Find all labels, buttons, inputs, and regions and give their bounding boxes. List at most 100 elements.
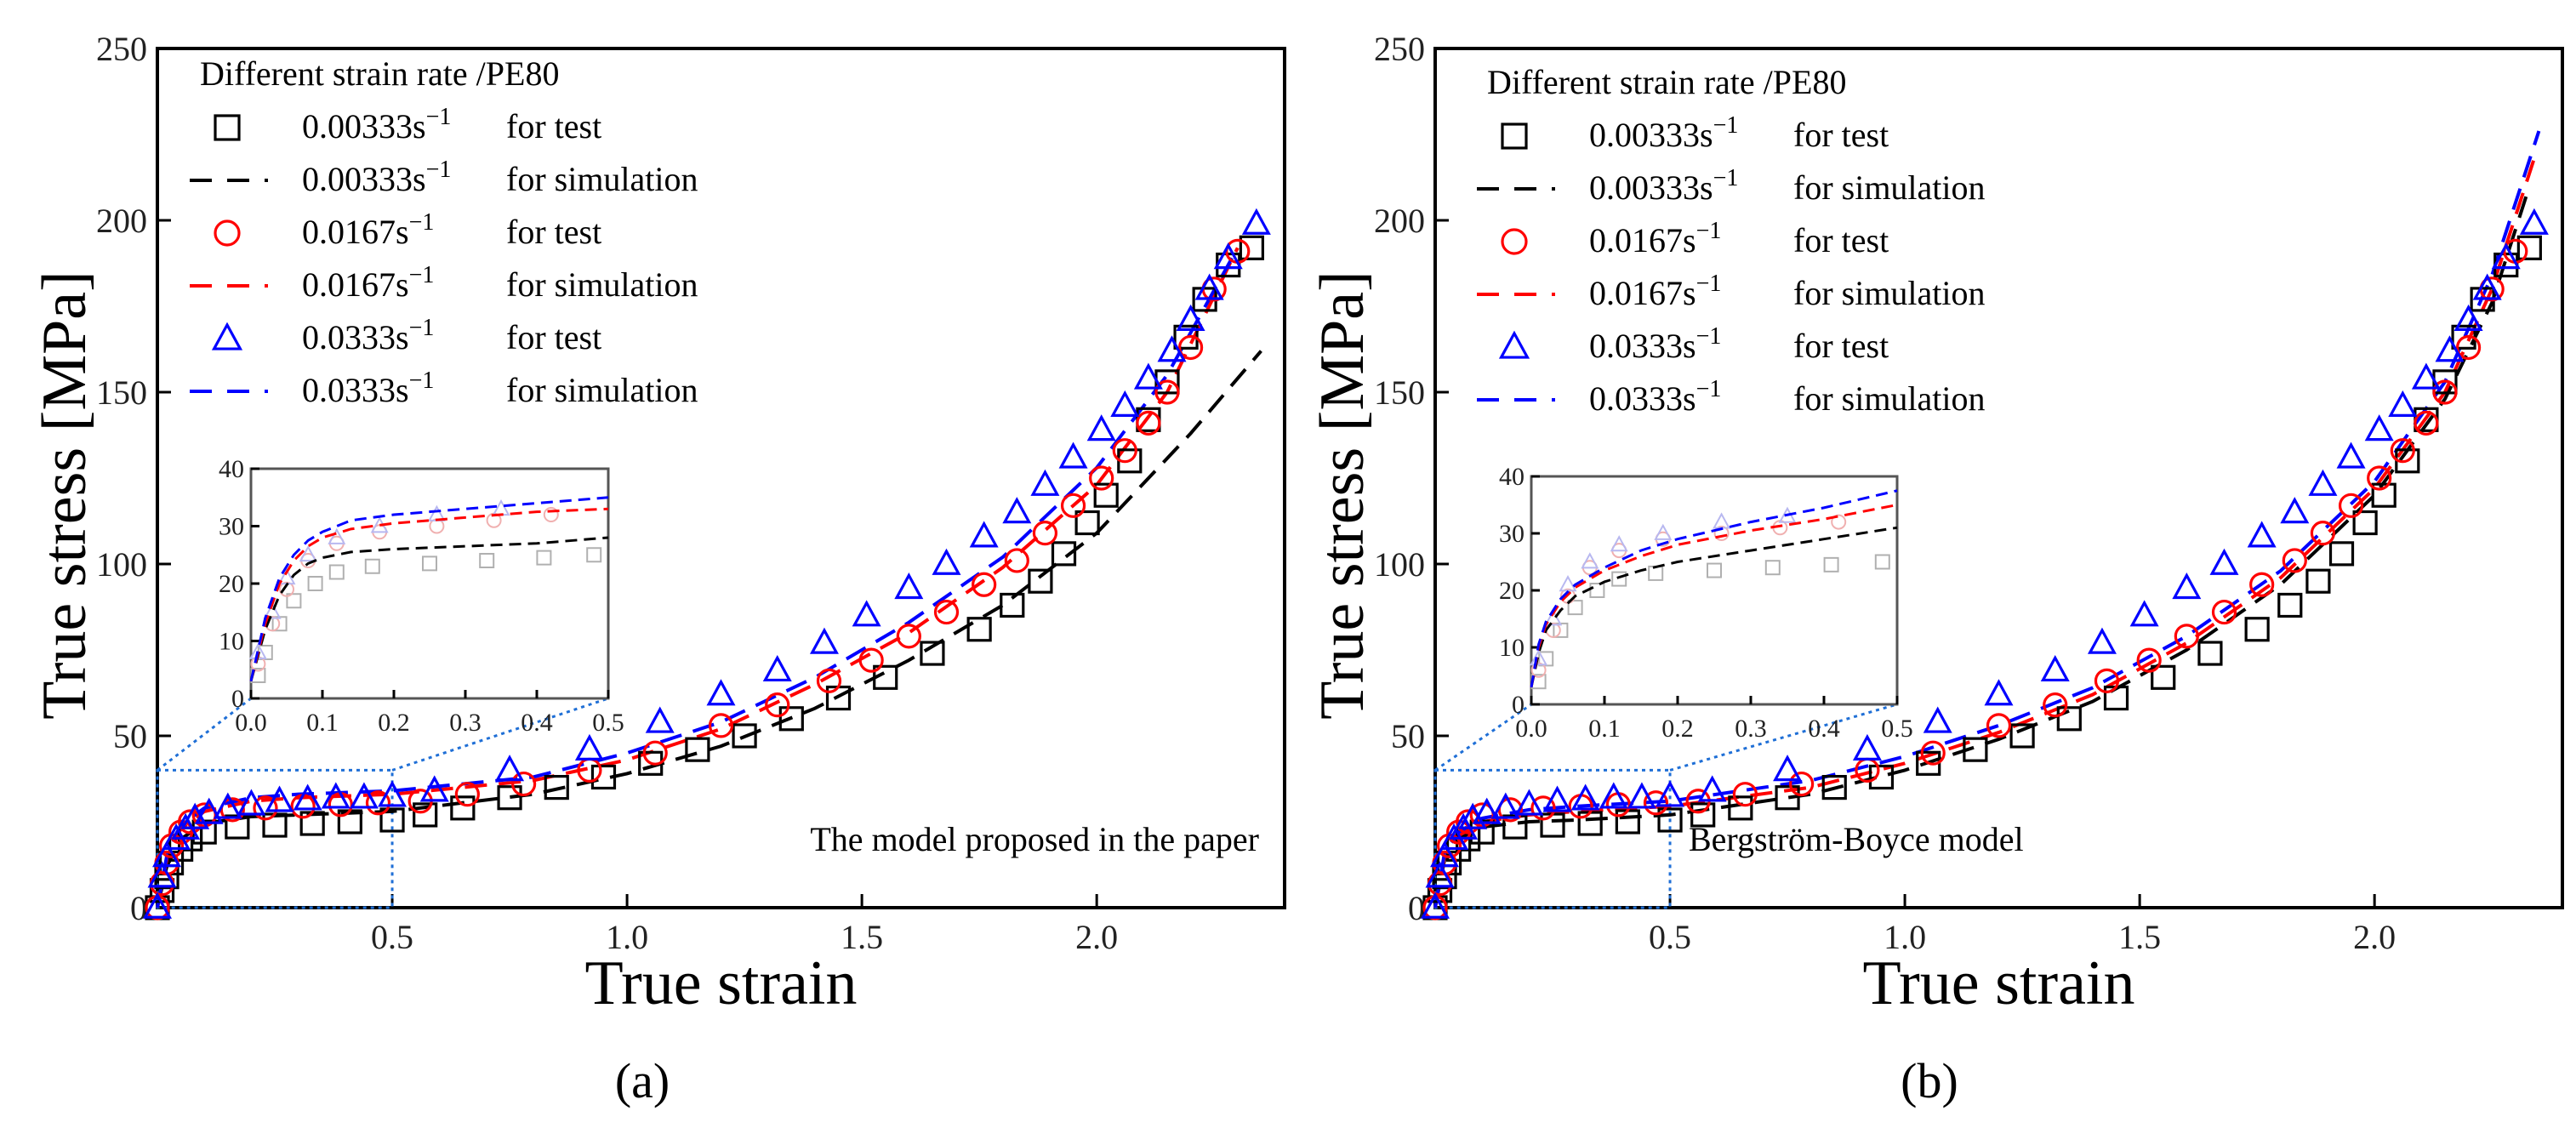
- test-point-triangle: [2435, 335, 2465, 362]
- model-annotation: Bergström-Boyce model: [1689, 820, 2024, 858]
- x-tick-label: 0.5: [1649, 918, 1691, 956]
- test-point-square: [1093, 482, 1119, 508]
- inset-x-tick-label: 0.4: [1808, 715, 1840, 743]
- legend-suffix: for test: [506, 213, 601, 251]
- test-point-square: [2371, 482, 2396, 508]
- test-point-triangle: [2453, 304, 2483, 331]
- test-point-triangle: [1421, 892, 1450, 919]
- inset-test-point-square: [328, 564, 345, 580]
- test-point-triangle: [2129, 600, 2159, 627]
- test-point-square: [1868, 764, 1895, 790]
- inset-test-point-triangle: [328, 527, 346, 544]
- test-point-triangle: [1514, 789, 1544, 816]
- test-point-triangle: [1542, 785, 1572, 812]
- inset-x-tick-label: 0.1: [306, 709, 339, 737]
- test-point-triangle: [894, 572, 924, 600]
- plot-frame: [1433, 47, 2564, 909]
- inset-chart: 0 10 20 30 40 0.0 0.1 0.2 0.3 0.4 0.5: [1499, 463, 1913, 743]
- test-point-square: [544, 774, 569, 800]
- test-point-triangle: [2172, 572, 2202, 600]
- test-point-triangle: [2308, 469, 2338, 496]
- test-point-triangle: [2247, 521, 2277, 548]
- legend-entry: 0.0333s−1 for simulation: [302, 367, 698, 409]
- test-point-triangle: [969, 521, 999, 548]
- test-point-circle: [1643, 790, 1669, 816]
- test-point-circle: [454, 782, 480, 807]
- inset-test-point-circle: [1831, 514, 1847, 530]
- legend-rate: 0.00333s: [1589, 116, 1713, 154]
- inset-y-tick-label: 0: [231, 685, 244, 713]
- test-point-circle: [2136, 647, 2162, 673]
- test-point-triangle: [1570, 783, 1600, 811]
- inset-test-point-triangle: [1581, 552, 1599, 569]
- test-point-square: [497, 785, 522, 811]
- test-point-triangle: [419, 775, 449, 802]
- y-tick-label: 100: [1374, 545, 1425, 584]
- test-point-circle: [896, 624, 921, 649]
- inset-y-tick-label: 40: [219, 455, 244, 483]
- x-axis-title: True strain: [1863, 949, 2135, 1018]
- inset-test-point-circle: [1530, 662, 1547, 678]
- panel-label: (a): [615, 1053, 670, 1108]
- test-point-triangle: [321, 782, 350, 809]
- inset-test-point-square: [1538, 651, 1554, 667]
- legend-marker-circle: [214, 219, 241, 247]
- test-point-square: [262, 812, 288, 838]
- test-point-triangle: [1241, 208, 1271, 235]
- legend-rate: 0.0333s: [302, 318, 409, 356]
- y-tick-label: 50: [1391, 717, 1425, 755]
- legend-suffix: for simulation: [1793, 379, 1986, 418]
- legend-rate: 0.00333s: [1589, 168, 1713, 207]
- test-point-circle: [1986, 713, 2012, 738]
- test-point-circle: [2338, 493, 2364, 518]
- inset-test-point-square: [1567, 600, 1583, 616]
- test-point-circle: [765, 692, 790, 718]
- test-point-triangle: [495, 755, 525, 782]
- test-point-triangle: [1472, 797, 1502, 824]
- test-point-triangle: [1430, 840, 1460, 868]
- inset-y-tick-label: 30: [1499, 520, 1525, 548]
- legend-title: Different strain rate /PE80: [1487, 63, 1846, 101]
- test-point-circle: [816, 668, 842, 693]
- test-point-square: [1074, 510, 1100, 536]
- test-point-triangle: [762, 654, 792, 682]
- legend-rate: 0.00333s: [302, 107, 426, 145]
- y-tick-label: 0: [130, 889, 147, 927]
- test-point-square: [685, 737, 710, 762]
- test-point-square: [732, 723, 757, 749]
- legend-suffix: for simulation: [1793, 168, 1986, 207]
- test-point-triangle: [2336, 442, 2366, 469]
- legend-marker-triangle: [211, 322, 243, 350]
- test-point-circle: [1920, 740, 1946, 766]
- legend-rate: 0.0167s: [302, 213, 409, 251]
- test-point-square: [2244, 617, 2270, 642]
- inset-y-tick-label: 20: [219, 570, 244, 598]
- test-point-square: [1775, 785, 1800, 811]
- test-point-circle: [2455, 334, 2482, 361]
- test-point-square: [1657, 807, 1683, 833]
- simulation-line-1: [156, 247, 1240, 909]
- y-tick-label: 200: [96, 202, 147, 240]
- inset-simulation-line-0: [1530, 526, 1898, 688]
- test-point-square: [2056, 706, 2082, 732]
- test-point-triangle: [809, 627, 839, 654]
- test-point-circle: [2043, 692, 2068, 718]
- test-point-triangle: [1157, 335, 1187, 362]
- legend-suffix: for test: [1793, 116, 1889, 154]
- inset-test-point-triangle: [299, 544, 317, 562]
- legend-entry: 0.0167s−1 for test: [1589, 218, 1889, 259]
- test-point-circle: [1112, 438, 1137, 464]
- test-point-triangle: [2087, 627, 2117, 654]
- test-point-triangle: [349, 782, 379, 809]
- legend-rate: 0.0333s: [302, 371, 409, 409]
- x-tick-label: 2.0: [2353, 918, 2396, 956]
- inset-test-point-square: [286, 593, 302, 609]
- legend-exponent: −1: [1696, 376, 1722, 402]
- model-annotation: The model proposed in the paper: [810, 820, 1259, 858]
- test-point-triangle: [1599, 782, 1628, 809]
- test-point-square: [873, 664, 898, 690]
- inset-test-point-triangle: [1559, 575, 1577, 592]
- test-point-triangle: [1697, 775, 1727, 802]
- legend-exponent: −1: [426, 157, 452, 183]
- test-point-square: [2009, 723, 2035, 749]
